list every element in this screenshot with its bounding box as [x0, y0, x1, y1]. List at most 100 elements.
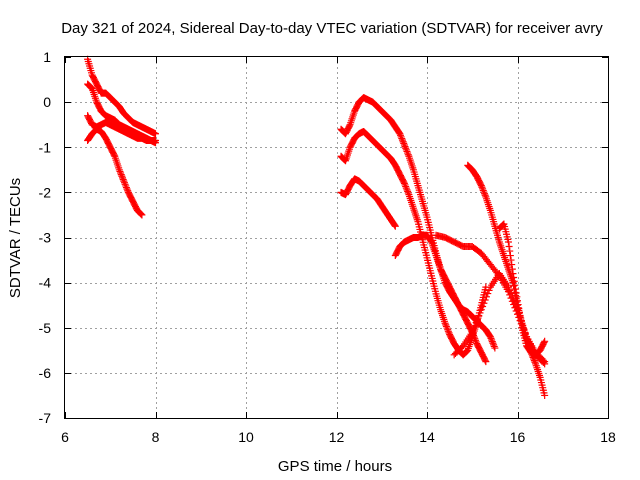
data-point: [490, 342, 498, 350]
data-point: [511, 288, 519, 296]
data-point: [122, 182, 130, 190]
data-point: [517, 317, 525, 325]
data-point: [402, 183, 410, 191]
data-point: [476, 309, 484, 317]
data-point: [118, 172, 126, 180]
data-point: [402, 184, 410, 192]
data-point: [481, 296, 489, 304]
data-point: [479, 186, 487, 194]
data-point: [520, 325, 528, 333]
series-arc-2c: [337, 175, 399, 230]
data-point: [505, 243, 513, 251]
data-point: [403, 147, 411, 155]
data-point: [531, 358, 539, 366]
data-point: [506, 247, 514, 255]
data-point: [443, 324, 451, 332]
y-tick-label: 1: [43, 49, 51, 65]
data-point: [471, 322, 479, 330]
data-point: [397, 133, 405, 141]
x-tick-label: 18: [600, 429, 616, 445]
data-point: [540, 339, 548, 347]
data-point: [480, 188, 488, 196]
data-layer: [84, 55, 549, 399]
data-point: [137, 210, 145, 218]
data-point: [541, 391, 549, 399]
data-point: [541, 360, 549, 368]
data-point: [477, 306, 485, 314]
data-point: [123, 185, 131, 193]
series-arc-2b: [337, 127, 490, 359]
data-point: [402, 146, 410, 154]
axis-ticks: 6 8 10 12 14 16 18 -7 -6 -5 -4 -3 -2 -1 0 1: [39, 49, 616, 445]
data-point: [110, 151, 118, 159]
data-point: [400, 141, 408, 149]
data-point: [516, 313, 524, 321]
data-point: [442, 321, 450, 329]
series-arc-1c: [84, 112, 159, 147]
data-point: [481, 356, 489, 364]
y-tick-label: 0: [43, 94, 51, 110]
data-point: [441, 319, 449, 327]
data-point: [479, 302, 487, 310]
data-point: [117, 171, 125, 179]
data-point: [512, 285, 520, 293]
data-point: [510, 273, 518, 281]
data-point: [507, 290, 515, 298]
data-point: [486, 333, 494, 341]
series-arc-3d: [450, 270, 549, 368]
data-point: [512, 302, 520, 310]
y-tick-label: -1: [39, 139, 52, 155]
data-point: [509, 270, 517, 278]
data-point: [121, 180, 129, 188]
data-point: [400, 179, 408, 187]
data-point: [475, 312, 483, 320]
y-tick-label: -3: [39, 230, 52, 246]
data-point: [482, 358, 490, 366]
data-point: [345, 122, 353, 130]
x-axis-title: GPS time / hours: [278, 458, 392, 475]
data-point: [510, 277, 518, 285]
y-tick-label: -4: [39, 275, 52, 291]
data-point: [506, 252, 514, 260]
data-point: [487, 334, 495, 342]
data-point: [120, 177, 128, 185]
data-point: [404, 189, 412, 197]
data-point: [152, 130, 159, 138]
data-point: [481, 191, 489, 199]
x-tick-label: 14: [419, 429, 435, 445]
y-tick-label: -6: [39, 365, 52, 381]
data-point: [511, 299, 519, 307]
data-point: [504, 238, 512, 246]
data-point: [515, 310, 523, 318]
data-point: [485, 286, 493, 294]
y-tick-label: -5: [39, 320, 52, 336]
data-point: [541, 337, 549, 345]
data-point: [477, 182, 485, 190]
data-point: [404, 151, 412, 159]
data-point: [490, 341, 498, 349]
data-point: [120, 179, 128, 187]
data-point: [514, 306, 521, 314]
data-point: [444, 327, 452, 335]
y-tick-label: -2: [39, 184, 52, 200]
data-point: [398, 135, 406, 143]
data-point: [444, 326, 452, 334]
plot-frame: [64, 56, 609, 419]
data-point: [401, 181, 409, 189]
data-point: [119, 175, 127, 183]
data-point: [138, 211, 146, 219]
data-point: [468, 328, 476, 336]
data-point: [510, 296, 518, 304]
data-point: [488, 338, 496, 346]
data-point: [484, 290, 492, 298]
data-point: [391, 222, 399, 230]
data-point: [508, 293, 516, 301]
data-point: [396, 131, 404, 139]
data-point: [507, 256, 515, 264]
data-point: [479, 185, 487, 193]
data-point: [472, 319, 480, 327]
data-point: [508, 261, 516, 269]
data-point: [470, 325, 478, 333]
x-tick-label: 8: [152, 429, 160, 445]
